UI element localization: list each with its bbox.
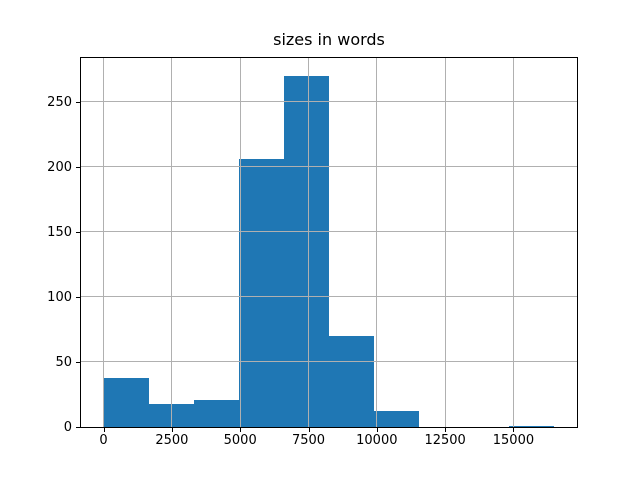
gridline-horizontal <box>81 101 577 103</box>
x-tick-mark <box>445 428 447 432</box>
y-tick-label: 150 <box>47 224 72 240</box>
gridline-vertical <box>103 58 105 427</box>
gridline-horizontal <box>81 296 577 298</box>
gridline-horizontal <box>81 361 577 363</box>
histogram-bar <box>193 399 239 427</box>
histogram-bar <box>509 425 555 427</box>
x-tick-label: 0 <box>99 433 108 448</box>
y-tick-label: 0 <box>63 420 72 435</box>
gridline-vertical <box>376 58 378 427</box>
histogram-bar <box>329 335 375 427</box>
y-tick-mark <box>76 296 80 298</box>
x-tick-label: 2500 <box>155 433 189 448</box>
x-tick-mark <box>308 428 310 432</box>
y-tick-mark <box>76 101 80 103</box>
y-tick-mark <box>76 361 80 363</box>
histogram-bar <box>374 411 420 427</box>
histogram-bar <box>238 158 284 427</box>
histogram-bar <box>103 377 149 427</box>
x-tick-mark <box>240 428 242 432</box>
gridline-vertical <box>239 58 241 427</box>
gridline-horizontal <box>81 426 577 427</box>
histogram-bar <box>283 75 329 427</box>
gridline-horizontal <box>81 166 577 168</box>
x-tick-label: 12500 <box>424 433 466 448</box>
histogram-bar <box>148 403 194 427</box>
plot-area <box>80 57 578 428</box>
gridline-vertical <box>171 58 173 427</box>
gridline-vertical <box>512 58 514 427</box>
x-tick-label: 7500 <box>291 433 326 448</box>
x-tick-mark <box>171 428 173 432</box>
y-tick-label: 100 <box>47 289 72 305</box>
x-tick-label: 10000 <box>356 433 398 448</box>
y-tick-mark <box>76 231 80 233</box>
x-tick-mark <box>376 428 378 432</box>
x-tick-mark <box>103 428 105 432</box>
gridline-horizontal <box>81 231 577 233</box>
y-tick-label: 250 <box>47 94 72 110</box>
x-tick-mark <box>513 428 515 432</box>
gridline-vertical <box>444 58 446 427</box>
y-tick-mark <box>76 427 80 428</box>
histogram-bars-layer <box>81 58 577 427</box>
x-tick-label: 15000 <box>492 433 535 448</box>
y-tick-mark <box>76 166 80 168</box>
y-tick-label: 200 <box>47 159 72 175</box>
gridlines-layer <box>81 58 577 427</box>
x-tick-label: 5000 <box>223 433 257 448</box>
gridline-vertical <box>308 58 309 427</box>
chart-title: sizes in words <box>273 30 385 49</box>
y-tick-label: 50 <box>55 354 72 370</box>
